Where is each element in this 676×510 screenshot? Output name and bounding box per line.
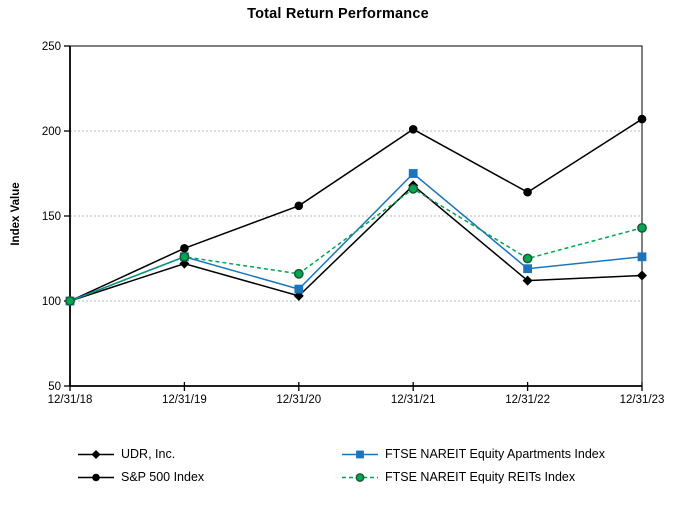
apartments-line-square-marker-icon [342, 450, 378, 458]
x-tick-label-4: 12/31/22 [505, 394, 550, 406]
series-2-marker-2 [294, 284, 304, 294]
legend-marker [92, 473, 100, 481]
legend-marker [356, 450, 364, 458]
series-1-marker-1 [180, 244, 189, 253]
series-3-marker-3 [408, 183, 419, 194]
chart-title: Total Return Performance [247, 6, 429, 22]
x-tick-label-2: 12/31/20 [276, 394, 321, 406]
legend-item-sp500: S&P 500 Index [78, 470, 342, 484]
series-3-marker-1 [179, 251, 190, 262]
series-3-marker-2 [293, 268, 304, 279]
legend-marker [91, 449, 101, 459]
series-3-marker-0 [65, 296, 75, 306]
x-tick-label-5: 12/31/23 [620, 394, 665, 406]
chart-plot-area: 50 100 150 200 250 12/31/18 12/31/19 12/31/20 12… [42, 41, 665, 406]
legend-item-apartments-index: FTSE NAREIT Equity Apartments Index [342, 447, 656, 461]
legend-label-reits-index: FTSE NAREIT Equity REITs Index [385, 470, 576, 484]
legend-label-udr: UDR, Inc. [121, 447, 176, 461]
series-1-marker-2 [294, 201, 304, 211]
y-tick-label-100: 100 [42, 296, 61, 308]
y-tick-label-250: 250 [42, 41, 61, 53]
series-2-marker-5 [637, 252, 647, 262]
series-line-3 [69, 187, 643, 302]
chart-legend: UDR, Inc. FTSE NAREIT Equity Apartments … [78, 447, 656, 484]
series-line-1 [69, 118, 643, 302]
y-tick-label-50: 50 [48, 381, 61, 393]
series-2-marker-3 [408, 169, 418, 178]
x-tick-label-1: 12/31/19 [162, 394, 207, 406]
sp500-line-circle-marker-icon [78, 473, 114, 481]
series-3-marker-4 [522, 253, 533, 264]
series-0-marker-4 [522, 275, 533, 286]
y-tick-label-150: 150 [42, 211, 61, 223]
legend-marker [355, 472, 365, 482]
series-line-2 [69, 172, 643, 302]
series-1-marker-3 [408, 125, 418, 134]
legend-item-udr: UDR, Inc. [78, 447, 342, 461]
series-2-marker-4 [523, 264, 532, 274]
series-3-marker-5 [637, 222, 647, 233]
legend-label-apartments-index: FTSE NAREIT Equity Apartments Index [385, 447, 605, 461]
udr-line-diamond-marker-icon [78, 449, 114, 459]
series-line-0 [69, 184, 643, 302]
series-1-marker-5 [637, 114, 647, 124]
x-tick-label-3: 12/31/21 [391, 394, 436, 406]
legend-item-reits-index: FTSE NAREIT Equity REITs Index [342, 470, 656, 484]
legend-label-sp500: S&P 500 Index [121, 470, 205, 484]
y-tick-label-200: 200 [42, 126, 61, 138]
x-tick-label-0: 12/31/18 [48, 394, 93, 406]
series-0-marker-5 [637, 270, 647, 281]
series-1-marker-4 [523, 187, 532, 197]
reits-dashed-line-circle-marker-icon [342, 472, 378, 482]
